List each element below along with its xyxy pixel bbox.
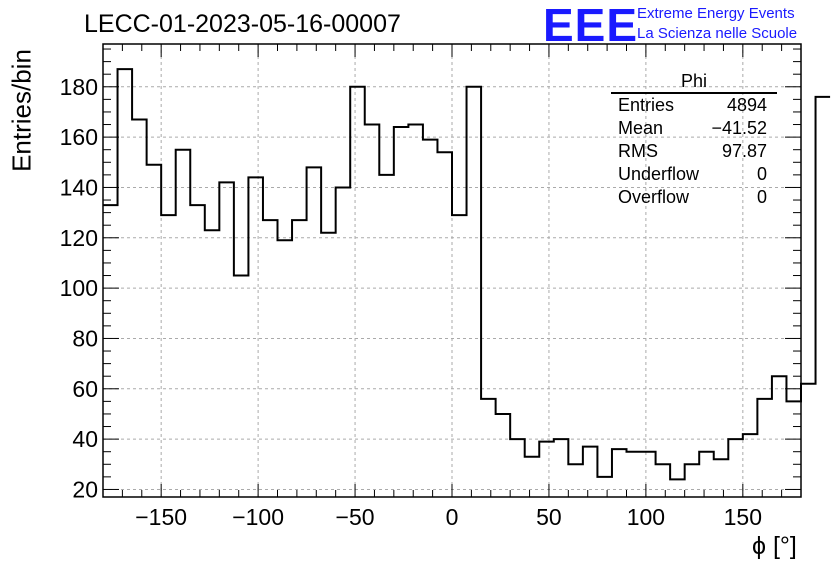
stats-row-underflow: Underflow 0 [611, 163, 777, 186]
stats-row-rms: RMS 97.87 [611, 140, 777, 163]
y-tick-label: 60 [72, 376, 98, 402]
logo-line-2: La Scienza nelle Scuole [637, 25, 798, 42]
x-tick-label: −100 [232, 504, 284, 530]
x-tick-label: 50 [536, 504, 562, 530]
y-tick-label: 180 [60, 74, 98, 100]
y-tick-label: 40 [72, 426, 98, 452]
x-tick-label: −150 [135, 504, 187, 530]
tick-labels: −150 −100 −50 0 50 100 150 20 40 60 80 100 120 140 160… [60, 74, 762, 530]
logo-line-1: Extreme Energy Events [637, 5, 795, 22]
y-tick-label: 140 [60, 174, 98, 200]
stats-row-overflow: Overflow 0 [611, 186, 777, 209]
stats-label: Mean [618, 118, 664, 138]
eee-logo: EEE [543, 0, 639, 51]
x-tick-label: −50 [336, 504, 375, 530]
x-tick-label: 0 [446, 504, 459, 530]
x-tick-label: 150 [724, 504, 762, 530]
stats-row-entries: Entries 4894 [611, 94, 777, 117]
y-tick-label: 100 [60, 275, 98, 301]
stats-title: Phi [611, 71, 777, 94]
stats-label: Entries [618, 95, 675, 115]
stats-value: 4894 [726, 95, 767, 115]
stats-label: RMS [618, 141, 658, 161]
x-tick-label: 100 [627, 504, 665, 530]
x-axis-label: ϕ [°] [752, 532, 797, 560]
stats-row-mean: Mean −41.52 [611, 117, 777, 140]
axis-ticks [103, 44, 801, 497]
stats-box: Phi Entries 4894 Mean −41.52 RMS 97.87 Unde… [611, 71, 777, 209]
stats-label: Overflow [618, 187, 690, 207]
logo-caption: Extreme Energy Events La Scienza nelle S… [637, 4, 797, 44]
y-tick-label: 20 [72, 476, 98, 502]
stats-value: 97.87 [721, 141, 767, 161]
stats-value: −41.52 [711, 118, 767, 138]
y-axis-label: Entries/bin [6, 49, 37, 172]
stats-label: Underflow [618, 164, 700, 184]
stats-value: 0 [756, 187, 767, 207]
y-tick-label: 80 [72, 325, 98, 351]
y-tick-label: 120 [60, 225, 98, 251]
stats-value: 0 [756, 164, 767, 184]
chart-title: LECC-01-2023-05-16-00007 [84, 10, 401, 38]
y-tick-label: 160 [60, 124, 98, 150]
histogram-series [103, 68, 831, 481]
